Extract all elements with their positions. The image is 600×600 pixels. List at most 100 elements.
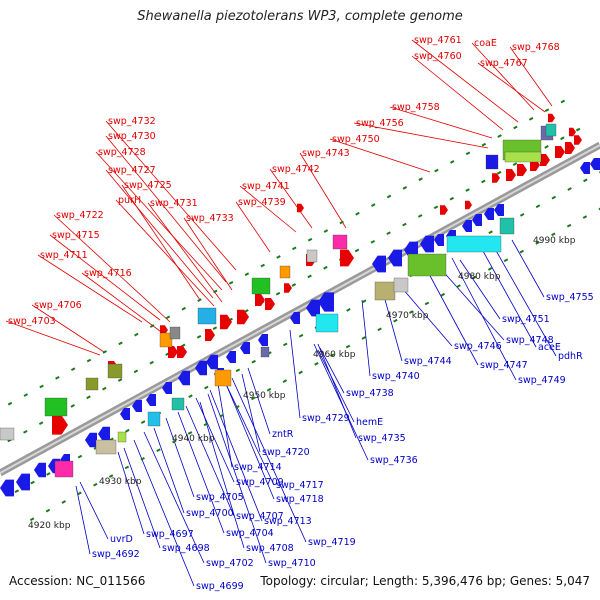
leader-line [427, 271, 479, 366]
tick-mark [519, 213, 525, 217]
tick-mark [567, 187, 572, 191]
forward-gene-arrow [297, 203, 304, 213]
tick-mark [424, 301, 430, 306]
reverse-gene-arrow [0, 479, 14, 497]
reverse-gene-arrow [132, 400, 142, 412]
forward-gene-arrow [565, 142, 575, 154]
tick-mark [172, 439, 177, 444]
tick-mark [55, 375, 60, 380]
kbp-label: 4940 kbp [172, 434, 215, 444]
tick-mark [354, 248, 360, 253]
gene-box [54, 460, 74, 478]
leader-line [53, 214, 171, 323]
leader-line [143, 431, 205, 564]
tick-mark [345, 344, 351, 349]
reverse-gene-arrow [146, 394, 156, 406]
genome-backbone [0, 141, 600, 477]
forward-gene-arrow [284, 283, 292, 293]
leader-line [177, 411, 225, 534]
reverse-gene-label: swp_4740 [372, 371, 420, 382]
tick-mark [276, 255, 281, 259]
tick-mark [566, 223, 572, 228]
forward-gene-arrow [168, 346, 178, 358]
leader-line [153, 427, 185, 514]
label-leader-lines [5, 39, 557, 587]
reverse-gene-arrow [484, 208, 494, 220]
tick-mark [560, 99, 566, 104]
tick-mark [323, 229, 329, 233]
forward-gene-arrow [237, 309, 249, 325]
gene-box [117, 431, 127, 443]
gene-box [159, 332, 173, 348]
tick-mark [314, 362, 319, 366]
tick-mark [140, 456, 145, 461]
forward-gene-arrow [220, 314, 232, 330]
tick-mark [528, 116, 534, 121]
forward-gene-label: swp_4733 [186, 213, 234, 224]
tick-mark [251, 396, 256, 401]
tick-mark [282, 379, 288, 383]
kbp-label: 4970 kbp [386, 311, 429, 321]
tick-mark [291, 283, 297, 287]
leader-line [105, 135, 227, 283]
reverse-gene-label: hemE [356, 417, 383, 428]
forward-gene-label: swp_4741 [242, 181, 290, 192]
tick-mark [456, 284, 461, 288]
forward-gene-label: swp_4767 [480, 58, 528, 69]
leader-line [329, 138, 431, 173]
reverse-gene-label: swp_4697 [146, 529, 194, 540]
leader-line [477, 241, 537, 348]
forward-gene-label: swp_4728 [98, 147, 146, 158]
kbp-label: 4930 kbp [99, 477, 142, 487]
reverse-gene-arrow [306, 299, 320, 317]
kbp-label: 4950 kbp [243, 391, 286, 401]
reverse-gene-arrow [120, 408, 130, 420]
tick-mark [7, 401, 13, 406]
reverse-gene-label: swp_4707 [236, 511, 284, 522]
reverse-gene-label: swp_4702 [206, 558, 254, 569]
reverse-gene-arrow [372, 255, 386, 273]
tick-mark [30, 480, 35, 485]
tick-mark [203, 422, 209, 427]
tick-mark [125, 428, 130, 433]
forward-gene-label: swp_4760 [414, 51, 462, 62]
reverse-gene-arrow [434, 234, 444, 246]
reverse-gene-label: swp_4719 [308, 537, 356, 548]
leader-line [115, 199, 215, 307]
gene-box [171, 397, 185, 411]
forward-gene-arrow [205, 329, 215, 341]
tick-mark [393, 318, 398, 323]
gene-box [279, 265, 291, 279]
forward-gene-arrow [506, 169, 516, 181]
gene-box [545, 123, 557, 137]
leader-line [439, 267, 505, 341]
reverse-gene-label: swp_4713 [264, 516, 312, 527]
tick-mark [196, 334, 202, 339]
tick-mark [156, 448, 161, 453]
leader-line [105, 120, 237, 271]
reverse-gene-label: swp_4738 [346, 388, 394, 399]
gene-box [374, 281, 396, 301]
tick-mark [86, 358, 92, 363]
tick-mark [465, 151, 471, 156]
forward-gene-label: swp_4756 [356, 118, 404, 129]
tick-mark [370, 240, 376, 244]
leader-line [217, 383, 233, 468]
forward-gene-label: swp_4730 [108, 131, 156, 142]
reverse-gene-label: aceE [538, 342, 561, 353]
reverse-gene-arrow [226, 351, 236, 363]
reverse-gene-label: swp_4735 [358, 433, 406, 444]
reverse-gene-label: swp_4747 [480, 360, 528, 371]
tick-mark [188, 394, 193, 399]
gene-box [107, 363, 123, 379]
leader-line [269, 168, 313, 229]
reverse-gene-arrow [258, 334, 268, 346]
gene-box [485, 154, 499, 170]
leader-line [225, 383, 275, 500]
tick-mark [362, 299, 367, 304]
reverse-gene-label: swp_4714 [234, 462, 282, 473]
forward-gene-arrow [440, 205, 448, 215]
leader-line [241, 373, 261, 453]
tick-mark [488, 230, 493, 234]
forward-gene-arrow [574, 135, 582, 145]
